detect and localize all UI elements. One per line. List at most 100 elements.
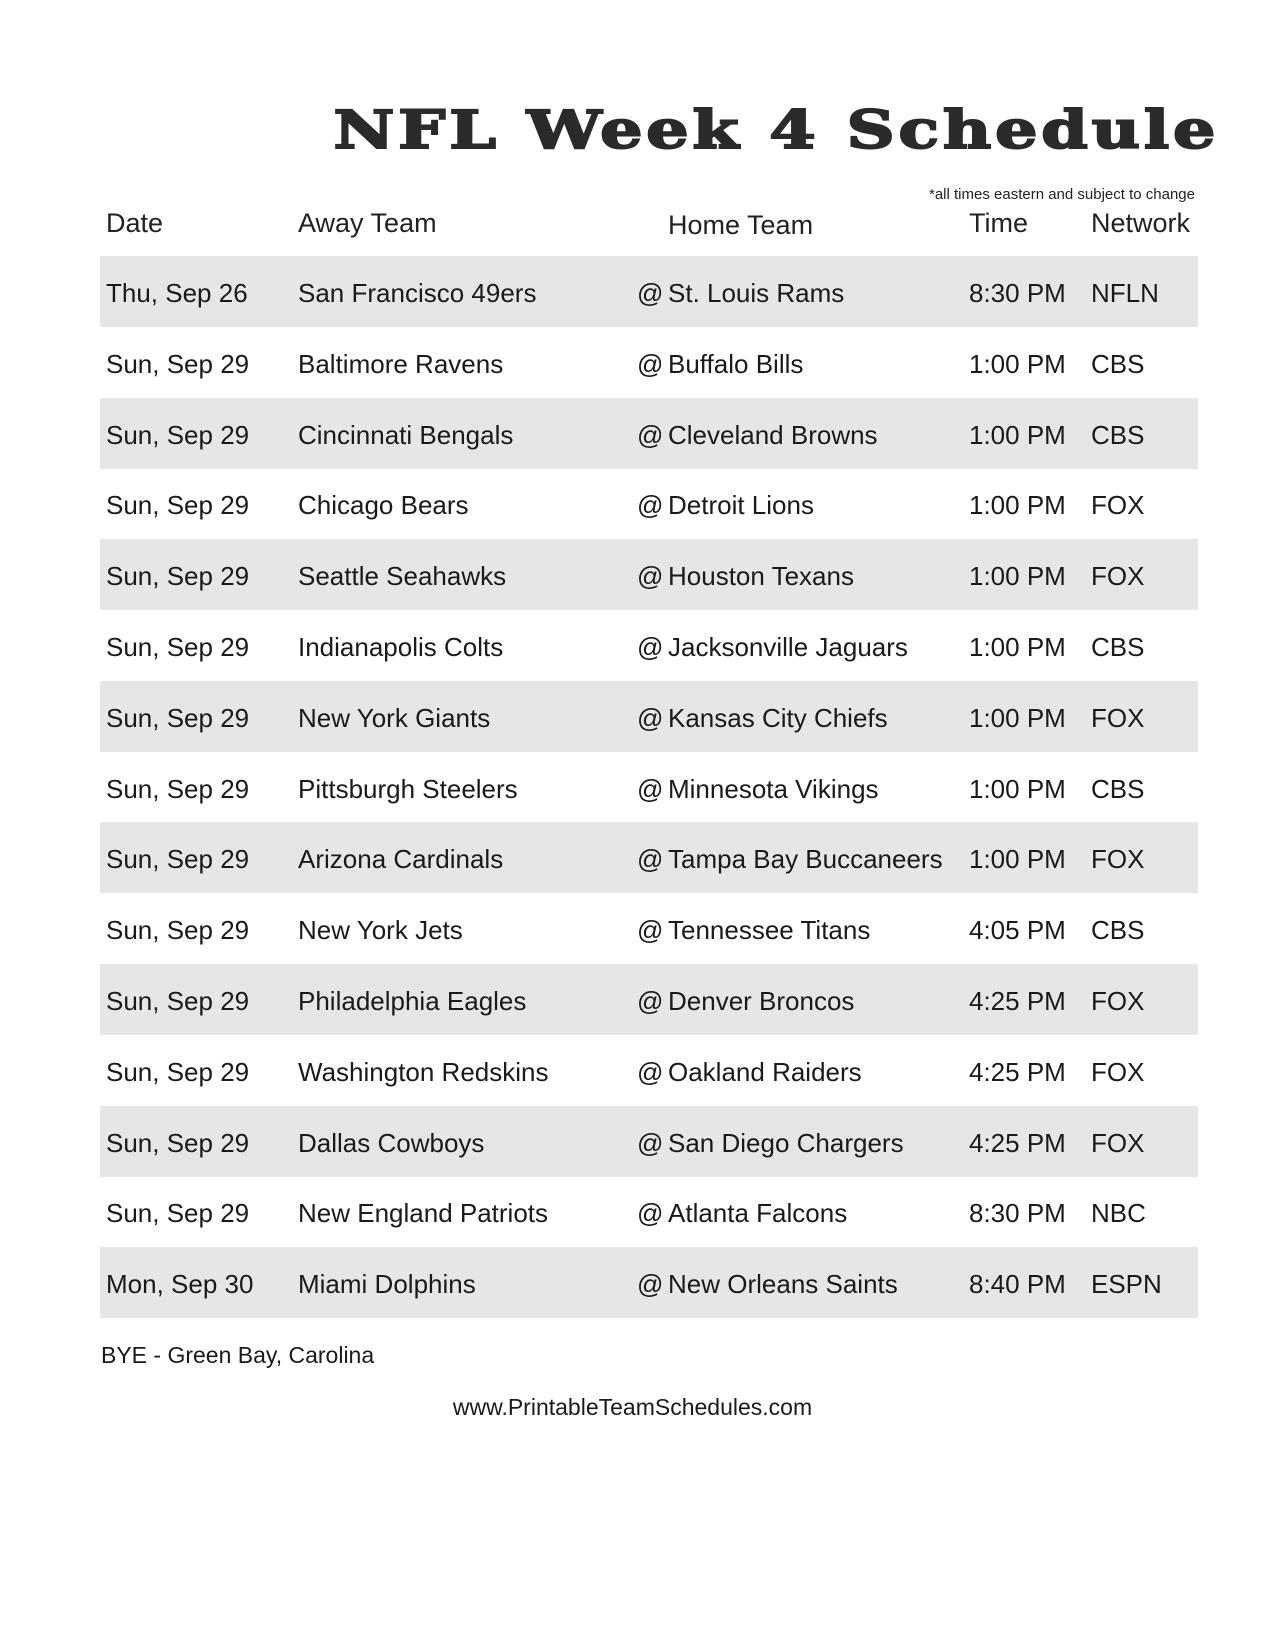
cell-network: NBC (1091, 1198, 1146, 1229)
cell-time: 1:00 PM (969, 561, 1066, 592)
cell-date: Sun, Sep 29 (106, 490, 250, 521)
cell-at: @ (637, 844, 664, 875)
cell-network: FOX (1091, 490, 1145, 521)
cell-home: Buffalo Bills (668, 348, 804, 379)
cell-at: @ (637, 348, 664, 379)
table-row: Sun, Sep 29 Pittsburgh Steelers @ Minnesota… (100, 752, 1198, 823)
table-row: Sun, Sep 29 Philadelphia Eagles @ Denver Br… (100, 964, 1198, 1035)
cell-date: Sun, Sep 29 (106, 1127, 250, 1158)
cell-away: Miami Dolphins (298, 1269, 476, 1300)
cell-away: Baltimore Ravens (298, 348, 504, 379)
cell-network: FOX (1091, 986, 1145, 1016)
cell-away: Arizona Cardinals (298, 844, 504, 875)
cell-time: 1:00 PM (969, 490, 1066, 521)
cell-home: Kansas City Chiefs (668, 702, 888, 733)
cell-home: New Orleans Saints (668, 1269, 898, 1300)
table-row: Sun, Sep 29 Baltimore Ravens @ Buffalo Bill… (100, 327, 1198, 398)
cell-at: @ (637, 986, 664, 1016)
cell-home: Atlanta Falcons (668, 1198, 848, 1229)
cell-time: 1:00 PM (969, 702, 1066, 733)
cell-at: @ (637, 561, 664, 592)
header-date: Date (106, 208, 164, 238)
cell-time: 1:00 PM (969, 773, 1066, 804)
cell-date: Sun, Sep 29 (106, 773, 250, 804)
cell-home: Detroit Lions (668, 490, 814, 521)
cell-date: Sun, Sep 29 (106, 915, 250, 946)
cell-time: 4:25 PM (969, 1056, 1066, 1087)
table-row: Sun, Sep 29 New York Jets @ Tennessee Titan… (100, 893, 1198, 964)
header-network: Network (1091, 208, 1191, 238)
cell-date: Sun, Sep 29 (106, 702, 250, 733)
cell-at: @ (637, 915, 664, 946)
cell-date: Sun, Sep 29 (106, 986, 250, 1016)
table-row: Sun, Sep 29 Cincinnati Bengals @ Cleveland … (100, 397, 1198, 469)
cell-date: Sun, Sep 29 (106, 348, 250, 379)
cell-time: 1:00 PM (969, 632, 1066, 662)
cell-network: ESPN (1091, 1269, 1162, 1300)
cell-away: Washington Redskins (298, 1056, 549, 1087)
cell-time: 4:05 PM (969, 915, 1066, 946)
cell-home: Minnesota Vikings (668, 773, 879, 804)
header-home-team: Home Team (668, 210, 814, 240)
cell-date: Sun, Sep 29 (106, 561, 250, 592)
cell-time: 4:25 PM (969, 986, 1066, 1016)
table-row: Thu, Sep 26 San Francisco 49ers @ St. Louis… (100, 256, 1198, 327)
cell-home: Oakland Raiders (668, 1056, 862, 1087)
cell-network: FOX (1091, 844, 1145, 875)
cell-time: 8:30 PM (969, 278, 1066, 308)
cell-at: @ (637, 278, 664, 308)
cell-date: Thu, Sep 26 (106, 278, 248, 308)
cell-at: @ (637, 773, 664, 804)
cell-at: @ (637, 490, 664, 521)
cell-away: New York Jets (298, 915, 463, 946)
cell-away: Chicago Bears (298, 490, 469, 521)
cell-date: Mon, Sep 30 (106, 1269, 254, 1300)
table-row: Sun, Sep 29 Seattle Seahawks @ Houston Texa… (100, 539, 1198, 611)
cell-network: NFLN (1091, 278, 1159, 308)
cell-away: Philadelphia Eagles (298, 986, 527, 1016)
bye-teams: BYE - Green Bay, Carolina (101, 1342, 375, 1368)
cell-away: Indianapolis Colts (298, 632, 504, 662)
cell-home: St. Louis Rams (668, 278, 845, 308)
cell-home: Cleveland Browns (668, 419, 878, 450)
cell-time: 1:00 PM (969, 348, 1066, 379)
cell-time: 1:00 PM (969, 844, 1066, 875)
cell-home: Jacksonville Jaguars (668, 632, 908, 662)
cell-home: Houston Texans (668, 561, 854, 592)
table-row: Sun, Sep 29 Indianapolis Colts @ Jacksonvil… (100, 610, 1198, 681)
cell-time: 1:00 PM (969, 419, 1066, 450)
table-row: Sun, Sep 29 Chicago Bears @ Detroit Lions 1:… (100, 468, 1198, 539)
cell-home: Tampa Bay Buccaneers (668, 844, 943, 875)
cell-away: Pittsburgh Steelers (298, 773, 518, 804)
table-row: Sun, Sep 29 Arizona Cardinals @ Tampa Bay B… (100, 822, 1198, 894)
cell-at: @ (637, 632, 664, 662)
header-away-team: Away Team (298, 208, 437, 238)
header-time: Time (969, 208, 1028, 238)
cell-at: @ (637, 1127, 664, 1158)
cell-network: FOX (1091, 561, 1145, 592)
cell-away: New England Patriots (298, 1198, 549, 1229)
table-row: Sun, Sep 29 Washington Redskins @ Oakland R… (100, 1035, 1198, 1106)
cell-date: Sun, Sep 29 (106, 419, 250, 450)
table-row: Sun, Sep 29 New York Giants @ Kansas City C… (100, 680, 1198, 752)
cell-date: Sun, Sep 29 (106, 1198, 250, 1229)
cell-away: Seattle Seahawks (298, 561, 507, 592)
cell-at: @ (637, 1056, 664, 1087)
timezone-note: *all times eastern and subject to change (929, 186, 1195, 203)
cell-time: 8:30 PM (969, 1198, 1066, 1229)
cell-home: Denver Broncos (668, 986, 855, 1016)
cell-home: San Diego Chargers (668, 1127, 904, 1158)
cell-date: Sun, Sep 29 (106, 1056, 250, 1087)
cell-date: Sun, Sep 29 (106, 844, 250, 875)
cell-network: CBS (1091, 348, 1145, 379)
cell-time: 4:25 PM (969, 1127, 1066, 1158)
cell-network: CBS (1091, 419, 1145, 450)
website-link[interactable]: www.PrintableTeamSchedules.com (452, 1394, 813, 1420)
cell-network: FOX (1091, 702, 1145, 733)
table-row: Sun, Sep 29 New England Patriots @ Atlanta … (100, 1176, 1198, 1247)
cell-away: New York Giants (298, 702, 491, 733)
page-title: NFL Week 4 Schedule (332, 99, 1220, 162)
cell-network: FOX (1091, 1056, 1145, 1087)
cell-network: FOX (1091, 1127, 1145, 1158)
cell-away: San Francisco 49ers (298, 278, 537, 308)
